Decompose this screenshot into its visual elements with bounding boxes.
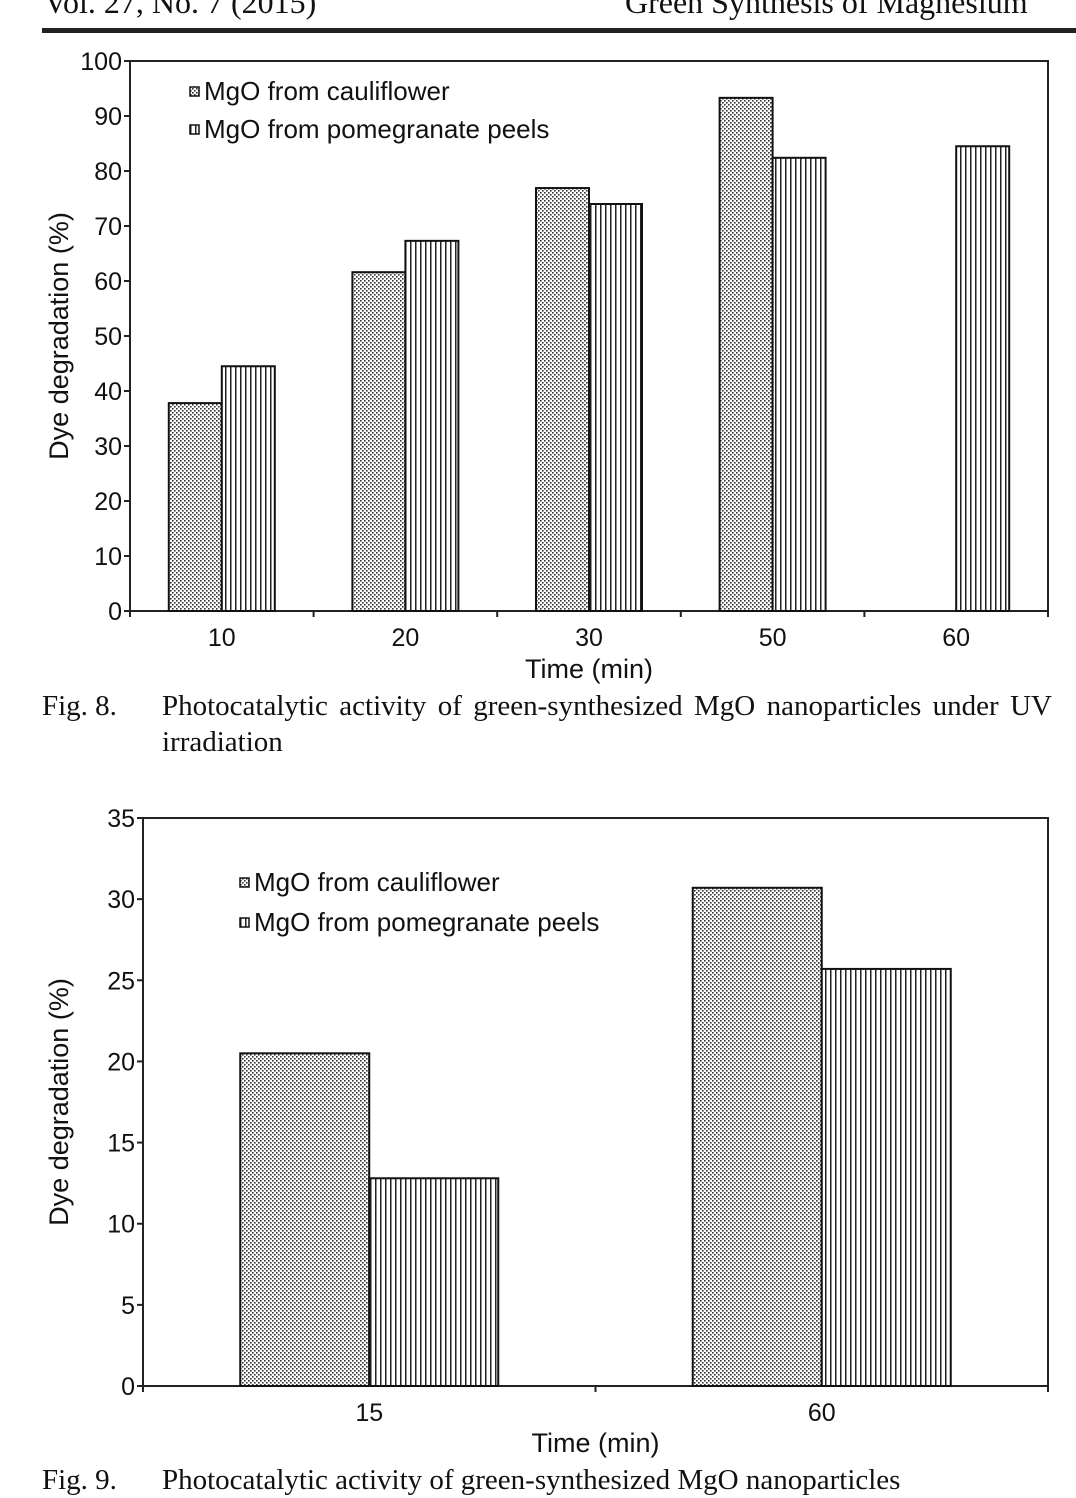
y-tick-label: 0	[121, 1373, 135, 1401]
y-tick-label: 5	[121, 1292, 135, 1320]
y-tick-label: 0	[108, 598, 122, 626]
legend-label: MgO from pomegranate peels	[254, 907, 599, 937]
y-tick-label: 10	[94, 543, 122, 571]
x-axis-label: Time (min)	[525, 654, 653, 684]
legend-swatch-cauliflower	[239, 877, 250, 888]
legend-label: MgO from cauliflower	[204, 76, 450, 106]
figure-9-caption: Fig. 9. Photocatalytic activity of green-…	[42, 1464, 901, 1496]
legend-label: MgO from pomegranate peels	[204, 114, 549, 144]
bar-cauliflower-60	[691, 886, 823, 1387]
x-axis-label: Time (min)	[532, 1428, 660, 1458]
bar-cauliflower-20	[351, 271, 407, 612]
bar-cauliflower-10	[167, 402, 223, 612]
bar-pomegranate-10	[220, 365, 276, 612]
x-tick-label: 50	[759, 624, 787, 652]
legend-label: MgO from cauliflower	[254, 867, 500, 897]
y-tick-label: 30	[107, 886, 135, 914]
bar-cauliflower-30	[535, 187, 590, 613]
y-tick-label: 80	[94, 158, 122, 186]
y-tick-label: 50	[94, 323, 122, 351]
running-header-volume: Vol. 27, No. 7 (2015)	[44, 0, 317, 20]
y-tick-label: 90	[94, 103, 122, 131]
figure-8-caption: Fig. 8. Photocatalytic activity of green-…	[42, 690, 1052, 758]
x-tick-label: 60	[942, 624, 970, 652]
y-tick-label: 40	[94, 378, 122, 406]
x-tick-label: 30	[575, 624, 603, 652]
y-tick-label: 25	[107, 967, 135, 995]
bar-pomegranate-50	[771, 156, 827, 613]
y-tick-label: 35	[107, 805, 135, 833]
x-tick-label: 15	[355, 1399, 383, 1427]
y-axis-label: Dye degradation (%)	[44, 212, 74, 460]
bar-pomegranate-60	[820, 967, 952, 1387]
y-tick-label: 70	[94, 213, 122, 241]
legend-swatch-pomegranate	[189, 124, 200, 135]
x-tick-label: 20	[391, 624, 419, 652]
y-tick-label: 30	[94, 433, 122, 461]
y-tick-label: 100	[80, 48, 122, 76]
bar-pomegranate-30	[588, 203, 643, 612]
x-tick-label: 60	[808, 1399, 836, 1427]
bar-pomegranate-15	[368, 1177, 500, 1387]
bar-pomegranate-20	[404, 239, 460, 612]
y-tick-label: 20	[94, 488, 122, 516]
y-tick-label: 20	[107, 1048, 135, 1076]
y-axis-label: Dye degradation (%)	[44, 978, 74, 1226]
y-tick-label: 15	[107, 1130, 135, 1158]
legend-swatch-pomegranate	[239, 917, 250, 928]
x-tick-label: 10	[208, 624, 236, 652]
bar-cauliflower-50	[718, 96, 774, 613]
running-header-title: Green Synthesis of Magnesium	[625, 0, 1028, 20]
y-tick-label: 60	[94, 268, 122, 296]
y-tick-label: 10	[107, 1211, 135, 1239]
bar-cauliflower-15	[239, 1052, 371, 1388]
legend-swatch-cauliflower	[189, 86, 200, 97]
bar-pomegranate-60	[955, 145, 1011, 612]
header-rule	[42, 28, 1076, 33]
